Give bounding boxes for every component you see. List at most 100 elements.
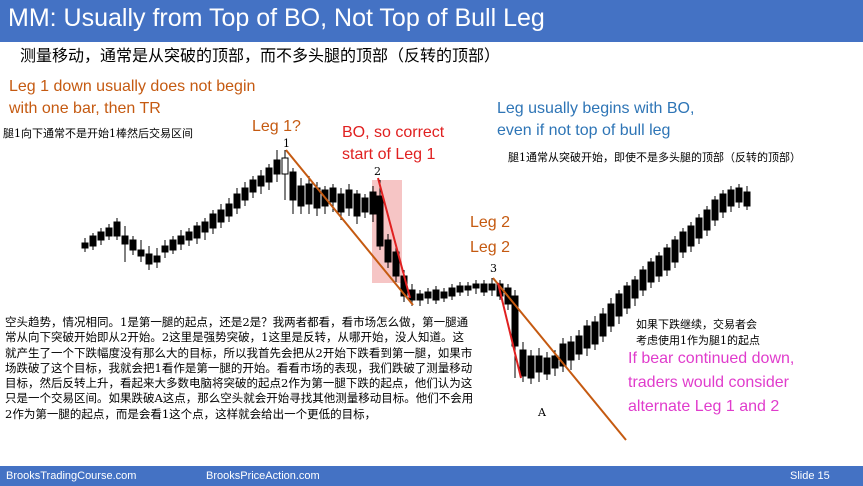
candle-body [551, 355, 559, 369]
candle-body [416, 293, 424, 301]
continue-note-cn-2: 考虑使用1作为腿1的起点 [636, 334, 760, 347]
candle-body [177, 235, 185, 245]
explanation-paragraph: 空头趋势，情况相同。1是第一腿的起点，还是2是？我两者都看，看市场怎么做，第一腿… [5, 315, 474, 421]
candle-body [337, 193, 345, 213]
candle-body [623, 285, 631, 309]
candle-body [297, 185, 305, 207]
footer-link-left[interactable]: BrooksTradingCourse.com [6, 470, 137, 482]
leg1-question: Leg 1? [252, 118, 301, 135]
leg-begins-note-2: even if not top of bull leg [497, 122, 671, 139]
candle-body [145, 253, 153, 265]
candle-body [289, 171, 297, 201]
candle-body [559, 343, 567, 367]
candle-body [217, 209, 225, 223]
leg1-down-note-1: Leg 1 down usually does not begin [9, 78, 256, 95]
candle-body [185, 231, 193, 241]
bo-note-1: BO, so correct [342, 124, 445, 141]
candle-body [273, 159, 281, 175]
candle-body [121, 235, 129, 245]
continue-note-cn-1: 如果下跌继续，交易者会 [636, 318, 757, 331]
bear-note-1: If bear continued down, [628, 350, 795, 367]
candle-body [153, 255, 161, 263]
candle-body [113, 221, 121, 237]
leg2-label-a: Leg 2 [470, 214, 511, 231]
candle-body [655, 255, 663, 277]
candle-body [193, 225, 201, 239]
candle-body [543, 357, 551, 375]
candle-body [695, 217, 703, 239]
footer-bar: BrooksTradingCourse.com BrooksPriceActio… [0, 466, 863, 486]
label-1: 1 [283, 137, 290, 150]
candle-body [209, 213, 217, 229]
candle-body [591, 321, 599, 345]
candle-body [440, 291, 448, 299]
candle-body [129, 239, 137, 251]
candle-body [241, 187, 249, 201]
candle-body [480, 283, 488, 293]
candle-body [161, 245, 169, 253]
leg2-red-line [497, 282, 522, 379]
candle-body [233, 193, 241, 209]
leg-begins-note-cn: 腿1通常从突破开始，即使不是多头腿的顶部（反转的顶部） [508, 151, 801, 164]
label-a: A [538, 406, 546, 419]
bear-note-2: traders would consider [628, 374, 789, 391]
bo-note-2: start of Leg 1 [342, 146, 436, 163]
candle-body [105, 227, 113, 237]
candle-body [599, 313, 607, 337]
candle-body [265, 167, 273, 183]
candle-body [464, 285, 472, 291]
candle-body [424, 291, 432, 299]
candle-body [281, 157, 289, 175]
candle-body [735, 187, 743, 203]
leg1-red-line [377, 177, 411, 299]
candle-body [719, 193, 727, 213]
leg2-label-b: Leg 2 [470, 239, 511, 256]
slide-number: Slide 15 [790, 470, 830, 482]
candle-body [727, 189, 735, 207]
candle-body [89, 235, 97, 247]
candle-body [169, 239, 177, 251]
candle-body [225, 203, 233, 217]
candle-body [511, 295, 519, 347]
candle-body [201, 221, 209, 233]
candle-body [97, 231, 105, 241]
candle-body [488, 283, 496, 291]
title-bar [0, 0, 863, 42]
candle-body [671, 239, 679, 263]
candle-body [583, 325, 591, 349]
candle-body [663, 247, 671, 271]
slide-subtitle: 测量移动，通常是从突破的顶部，而不多头腿的顶部（反转的顶部） [20, 46, 501, 65]
candle-body [535, 355, 543, 373]
candle-body [575, 335, 583, 355]
candle-body [647, 261, 655, 283]
candle-body [353, 193, 361, 217]
leg1-down-note-cn: 腿1向下通常不是开始1棒然后交易区间 [3, 127, 193, 140]
candle-body [472, 283, 480, 289]
candle-body [329, 187, 337, 203]
candle-body [607, 303, 615, 327]
candle-body [448, 287, 456, 297]
candle-body [257, 175, 265, 187]
leg-begins-note-1: Leg usually begins with BO, [497, 100, 695, 117]
candle-body [639, 269, 647, 291]
candle-body [361, 197, 369, 213]
candle-body [711, 199, 719, 221]
candle-body [631, 279, 639, 299]
candle-body [527, 355, 535, 379]
candle-body [345, 189, 353, 209]
candle-body [703, 209, 711, 231]
candle-body [743, 191, 751, 207]
candle-body [369, 191, 377, 215]
candle-body [567, 341, 575, 361]
candle-body [687, 225, 695, 247]
bear-note-3: alternate Leg 1 and 2 [628, 398, 780, 415]
leg1-orange-line [285, 149, 414, 306]
candle-body [305, 183, 313, 205]
leg1-down-note-2: with one bar, then TR [9, 100, 161, 117]
leg2-orange-line [492, 277, 627, 441]
label-3: 3 [490, 262, 497, 275]
candle-body [249, 179, 257, 193]
candle-body [81, 242, 89, 249]
footer-link-center[interactable]: BrooksPriceAction.com [206, 470, 320, 482]
